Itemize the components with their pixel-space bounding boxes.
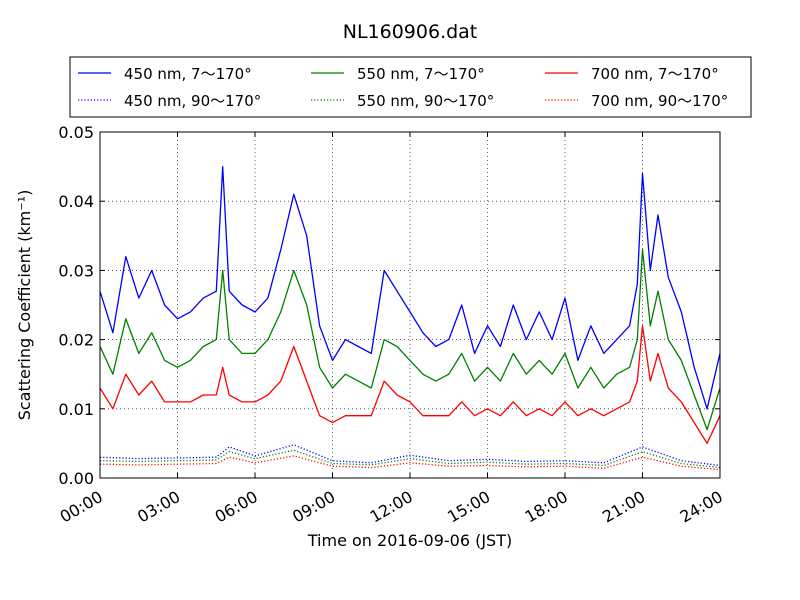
x-tick-label: 09:00 [289, 487, 338, 527]
x-tick-label: 18:00 [522, 487, 571, 527]
x-tick-label: 00:00 [57, 487, 106, 527]
x-tick-label: 06:00 [212, 487, 261, 527]
y-axis-label: Scattering Coefficient (km⁻¹) [15, 190, 34, 421]
legend-label-4: 550 nm, 90～170° [357, 92, 494, 110]
y-tick-label: 0.02 [58, 331, 94, 350]
legend-label-3: 550 nm, 7～170° [357, 65, 485, 83]
chart-title: NL160906.dat [343, 21, 478, 43]
legend-box [69, 56, 752, 118]
x-tick-label: 15:00 [444, 487, 493, 527]
y-tick-label: 0.01 [58, 400, 94, 419]
series-line-3 [99, 248, 721, 431]
x-tick-label: 24:00 [677, 487, 726, 527]
y-tick-label: 0.03 [58, 261, 94, 280]
x-tick-label: 21:00 [599, 487, 648, 527]
x-tick-label: 03:00 [134, 487, 183, 527]
legend-label-5: 700 nm, 7～170° [591, 65, 719, 83]
legend: 450 nm, 7～170° 450 nm, 90～170° 550 nm, 7～1… [69, 56, 752, 118]
legend-label-1: 450 nm, 7～170° [124, 65, 252, 83]
series-line-5 [99, 325, 721, 445]
legend-label-6: 700 nm, 90～170° [591, 92, 728, 110]
y-tick-label: 0.04 [58, 192, 94, 211]
series-layer [99, 165, 721, 471]
series-line-1 [99, 165, 721, 410]
y-tick-label: 0.05 [58, 123, 94, 142]
series-line-2 [99, 444, 721, 467]
legend-label-2: 450 nm, 90～170° [124, 92, 261, 110]
x-tick-label: 12:00 [367, 487, 416, 527]
series-line-4 [99, 449, 721, 469]
x-axis-label: Time on 2016-09-06 (JST) [307, 531, 512, 550]
y-tick-label: 0.00 [58, 469, 94, 488]
series-line-6 [99, 455, 721, 471]
